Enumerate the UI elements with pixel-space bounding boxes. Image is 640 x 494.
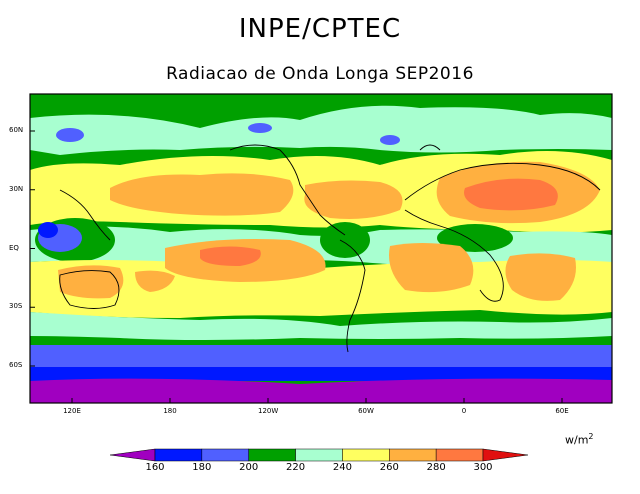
colorbar-segment [154,448,203,462]
colorbar-segment [389,448,437,462]
colorbar-tick-label: 160 [145,462,165,473]
lat-axis [30,130,35,367]
field-orange-indian [505,253,576,301]
colorbar-min-triangle [109,448,156,462]
colorbar-tick-label: 300 [473,462,493,473]
colorbar-segment [248,448,296,462]
field-darkorange-sahara [464,178,558,211]
coast-s-america [339,239,366,353]
map-subtitle: Radiacao de Onda Longa SEP2016 [166,64,474,84]
field-orange-aus [58,265,124,299]
field-band-n-light [30,105,612,155]
field-orange-npac [110,173,294,216]
field-orange-satl [389,243,474,293]
unit-exponent: 2 [588,432,594,441]
lon-axis [71,398,563,403]
field-band-antarctic [30,378,612,403]
coast-n-america [229,144,346,236]
colorbar-tick-label: 220 [286,462,306,473]
lat-label: 60N [9,126,24,134]
field-darkorange-spac [200,246,261,266]
map-title: INPE/CPTEC [238,14,402,44]
lat-label: 30S [9,302,23,311]
coast-europe [419,144,441,151]
colorbar-segment [435,448,484,462]
lon-label: 60W [358,407,374,415]
colorbar-segment [201,448,249,462]
lat-label: 60S [9,361,23,369]
lon-label: 60E [555,407,569,415]
colorbar-tick-label: 280 [426,462,446,473]
colorbar-tick-label: 200 [239,462,259,473]
field-orange-natl [304,180,403,219]
coastlines [59,144,601,353]
colorbar-tick-label: 180 [192,462,212,473]
field-band-s-light [30,312,612,340]
colorbar-segment [342,448,390,462]
colorbar-tick-label: 260 [379,462,399,473]
colorbar [109,448,529,462]
lat-label: 30N [9,184,24,193]
olr-field [30,94,612,403]
field-band-s-blue [30,345,612,367]
unit-base: w/m [565,433,589,447]
colorbar-max-triangle [482,448,529,462]
lon-label: 120W [258,407,279,415]
coast-australia [59,270,120,309]
lon-label: 0 [461,407,467,415]
lat-label: EQ [9,243,19,252]
colorbar-segment [295,448,343,462]
lon-label: 180 [163,407,177,415]
coast-africa [404,209,504,302]
colorbar-unit: w/m2 [565,432,594,447]
colorbar-tick-label: 240 [332,462,352,473]
coast-eurasia [404,162,601,201]
coast-se-asia [59,189,111,241]
lon-label: 120E [63,407,81,415]
field-band-s-darkblue [30,367,612,381]
